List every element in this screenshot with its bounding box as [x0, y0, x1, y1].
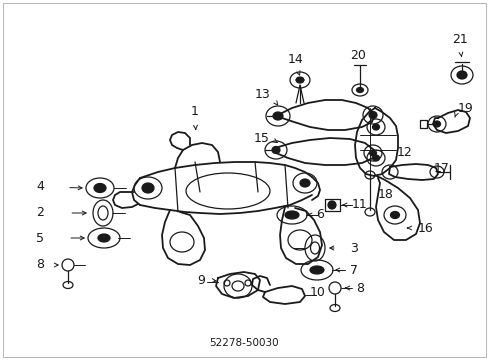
- Ellipse shape: [372, 124, 379, 130]
- Ellipse shape: [433, 121, 440, 127]
- Ellipse shape: [295, 77, 304, 83]
- Ellipse shape: [456, 71, 466, 79]
- Text: 21: 21: [451, 33, 467, 46]
- Ellipse shape: [271, 147, 280, 153]
- Ellipse shape: [94, 184, 106, 193]
- Text: 20: 20: [349, 49, 365, 62]
- Text: 16: 16: [417, 221, 433, 234]
- Text: 8: 8: [36, 258, 44, 271]
- Text: 8: 8: [355, 282, 363, 294]
- Ellipse shape: [356, 87, 363, 93]
- Text: 52278-50030: 52278-50030: [209, 338, 278, 348]
- Ellipse shape: [368, 112, 376, 118]
- Text: 10: 10: [309, 285, 325, 298]
- Ellipse shape: [390, 211, 399, 219]
- Text: 14: 14: [287, 53, 303, 66]
- Ellipse shape: [299, 179, 309, 187]
- Text: 12: 12: [396, 147, 412, 159]
- Text: 19: 19: [457, 102, 473, 114]
- Text: 3: 3: [349, 242, 357, 255]
- Ellipse shape: [285, 211, 298, 219]
- Ellipse shape: [369, 150, 376, 156]
- Text: 9: 9: [197, 274, 204, 287]
- Ellipse shape: [98, 206, 108, 220]
- Text: 17: 17: [433, 162, 449, 175]
- Ellipse shape: [142, 183, 154, 193]
- Ellipse shape: [310, 242, 319, 254]
- Text: 11: 11: [351, 198, 367, 211]
- Ellipse shape: [372, 155, 379, 161]
- Text: 15: 15: [254, 131, 269, 144]
- Text: 7: 7: [349, 264, 357, 276]
- Text: 1: 1: [191, 105, 199, 118]
- Ellipse shape: [272, 112, 283, 120]
- Text: 13: 13: [254, 89, 269, 102]
- Circle shape: [327, 201, 335, 209]
- Ellipse shape: [98, 234, 110, 242]
- Text: 5: 5: [36, 231, 44, 244]
- Ellipse shape: [309, 266, 324, 274]
- Text: 4: 4: [36, 180, 44, 194]
- Text: 18: 18: [377, 189, 393, 202]
- Text: 6: 6: [315, 208, 323, 221]
- Text: 2: 2: [36, 207, 44, 220]
- Ellipse shape: [231, 281, 244, 291]
